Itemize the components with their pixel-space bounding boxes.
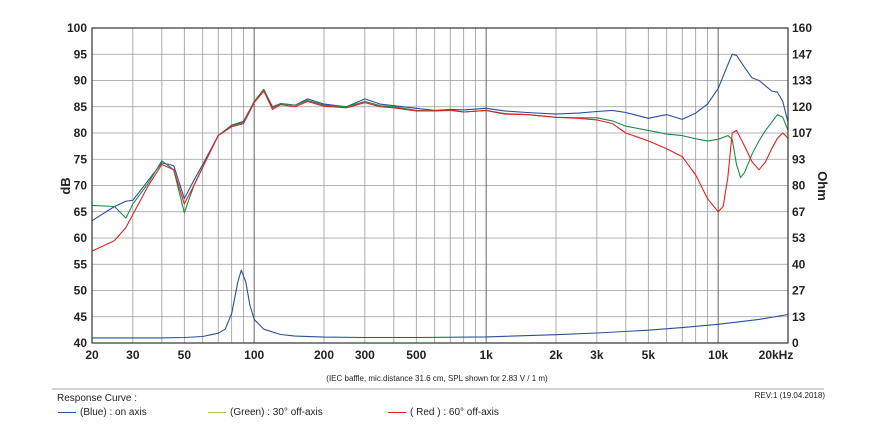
x-tick-label: 200 [314,348,334,362]
impedance-curve [92,269,789,339]
legend-item-blue: (Blue) : on axis [58,407,147,418]
y2-tick-label: 0 [792,336,799,350]
x-tick-labels: 20 30 50 100 200 300 500 1k 2k 3k 5k 10k 20kHz [85,348,793,362]
x-tick-label: 300 [355,348,375,362]
y2-tick-label: 40 [792,257,806,271]
y2-tick-labels: 0 13 27 40 53 67 80 93 107 120 133 147 160 [792,21,812,350]
legend-title: Response Curve : [57,393,138,404]
y2-tick-label: 13 [792,310,806,324]
y2-tick-label: 107 [792,126,812,140]
y-axis-label: dB [58,177,73,194]
revision-label: REV:1 (19.04.2018) [754,391,825,400]
legend-item-green: (Green) : 30° off-axis [208,407,323,418]
y2-tick-label: 133 [792,74,812,88]
x-tick-label: 50 [178,348,192,362]
x-tick-label: 10k [708,348,728,362]
y2-tick-label: 93 [792,152,806,166]
response-curve-0 [91,53,789,222]
legend-swatch-red [388,412,406,413]
y-tick-label: 85 [74,100,88,114]
grid-minor [91,27,789,344]
y-tick-label: 90 [74,74,88,88]
plot-frame [91,27,789,344]
grid-major [253,28,719,343]
series-layer [91,53,789,339]
y-tick-label: 45 [74,310,88,324]
y-tick-label: 40 [74,336,88,350]
legend-label-green: (Green) : 30° off-axis [230,407,323,418]
y-tick-label: 100 [67,21,87,35]
y-tick-label: 60 [74,231,88,245]
y-tick-label: 70 [74,179,88,193]
y-tick-label: 50 [74,284,88,298]
legend-swatch-green [208,412,226,413]
legend-swatch-blue [58,412,76,413]
y-tick-label: 55 [74,257,88,271]
x-tick-label: 500 [406,348,426,362]
legend-label-blue: (Blue) : on axis [80,407,147,418]
x-tick-label: 1k [479,348,493,362]
y-tick-label: 65 [74,205,88,219]
y2-tick-label: 120 [792,100,812,114]
x-tick-label: 30 [126,348,140,362]
y-tick-label: 75 [74,152,88,166]
y2-tick-label: 160 [792,21,812,35]
y2-axis-label: Ohm [815,171,830,201]
x-tick-label: 20 [85,348,99,362]
x-tick-label: 5k [642,348,656,362]
legend-item-red: ( Red ) : 60° off-axis [388,407,499,418]
x-tick-label: 3k [590,348,604,362]
y-tick-label: 95 [74,47,88,61]
measurement-note: (IEC baffle, mic.distance 31.6 cm, SPL s… [326,374,548,383]
x-tick-label: 2k [549,348,563,362]
x-tick-label: 20kHz [759,348,794,362]
y-tick-label: 80 [74,126,88,140]
x-tick-label: 100 [244,348,264,362]
y2-tick-label: 53 [792,231,806,245]
response-curve-1 [91,88,789,219]
y-tick-labels: 40 45 50 55 60 65 70 75 80 85 90 95 100 [67,21,87,350]
y2-tick-label: 27 [792,284,806,298]
response-curve-2 [91,90,789,252]
legend-label-red: ( Red ) : 60° off-axis [410,407,499,418]
y2-tick-label: 147 [792,47,812,61]
y2-tick-label: 67 [792,205,806,219]
y2-tick-label: 80 [792,179,806,193]
